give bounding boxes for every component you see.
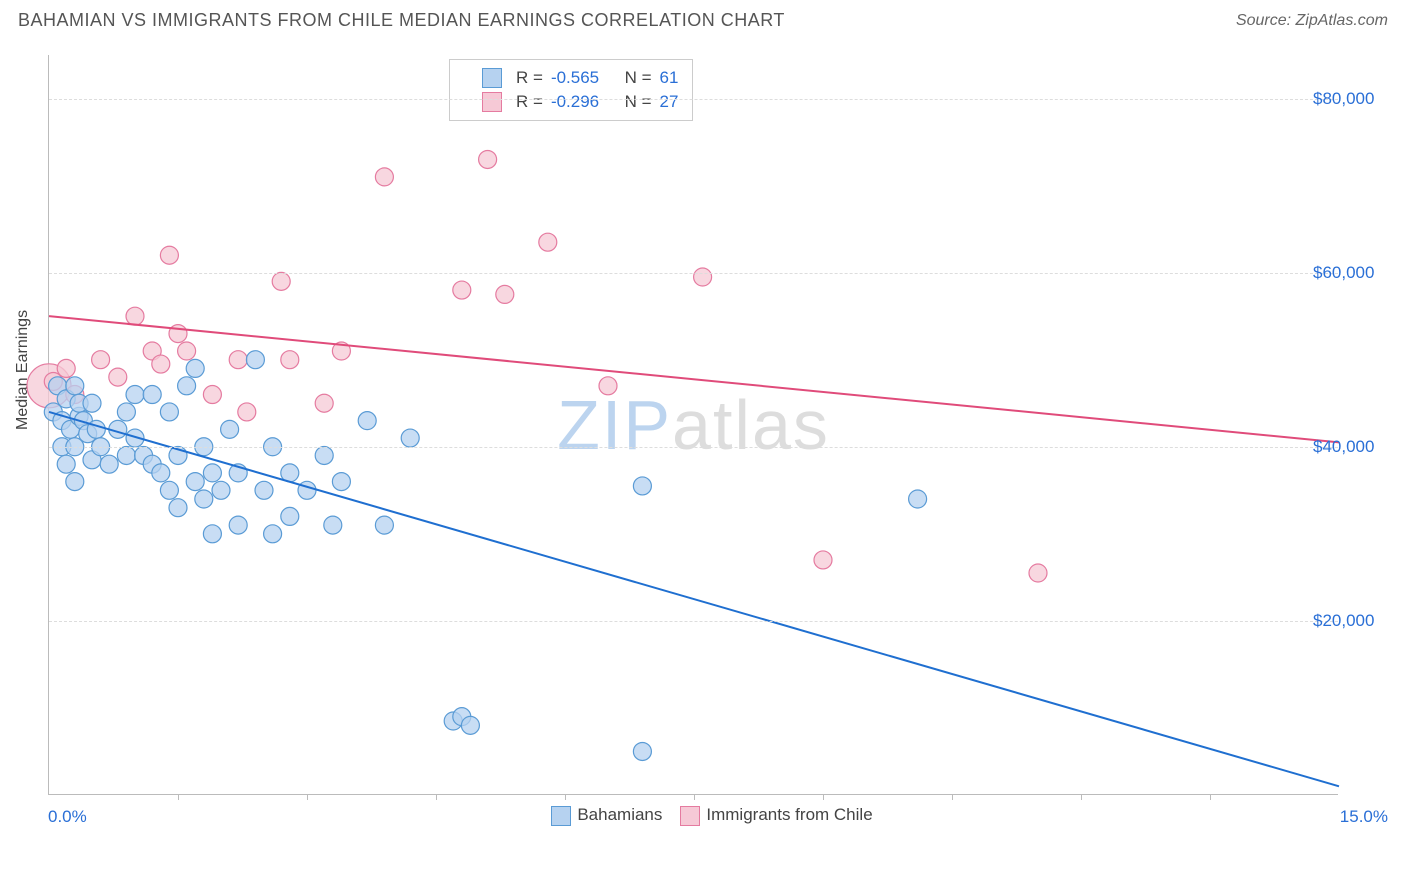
legend-swatch <box>680 806 700 826</box>
stats-legend-box: R = -0.565 N = 61R = -0.296 N = 27 <box>449 59 693 121</box>
x-tick <box>178 794 179 800</box>
bottom-legend: Bahamians Immigrants from Chile <box>0 805 1406 826</box>
scatter-plot-svg <box>49 55 1338 794</box>
y-tick-label: $60,000 <box>1313 263 1393 283</box>
stats-row: R = -0.565 N = 61 <box>464 66 678 90</box>
x-tick <box>436 794 437 800</box>
chart-title: BAHAMIAN VS IMMIGRANTS FROM CHILE MEDIAN… <box>18 10 785 31</box>
grid-line <box>49 273 1338 274</box>
y-axis-label: Median Earnings <box>14 310 32 430</box>
grid-line <box>49 99 1338 100</box>
grid-line <box>49 621 1338 622</box>
y-tick-label: $80,000 <box>1313 89 1393 109</box>
x-tick <box>1081 794 1082 800</box>
legend-swatch <box>551 806 571 826</box>
grid-line <box>49 447 1338 448</box>
source-attribution: Source: ZipAtlas.com <box>1236 12 1388 30</box>
x-tick <box>952 794 953 800</box>
x-tick <box>565 794 566 800</box>
x-tick <box>694 794 695 800</box>
stats-row: R = -0.296 N = 27 <box>464 90 678 114</box>
y-tick-label: $20,000 <box>1313 611 1393 631</box>
x-tick <box>307 794 308 800</box>
y-tick-label: $40,000 <box>1313 437 1393 457</box>
x-tick <box>1210 794 1211 800</box>
legend-label: Immigrants from Chile <box>706 805 872 824</box>
chart-plot-area: ZIPatlas R = -0.565 N = 61R = -0.296 N =… <box>48 55 1338 795</box>
x-tick <box>823 794 824 800</box>
legend-label: Bahamians <box>577 805 662 824</box>
